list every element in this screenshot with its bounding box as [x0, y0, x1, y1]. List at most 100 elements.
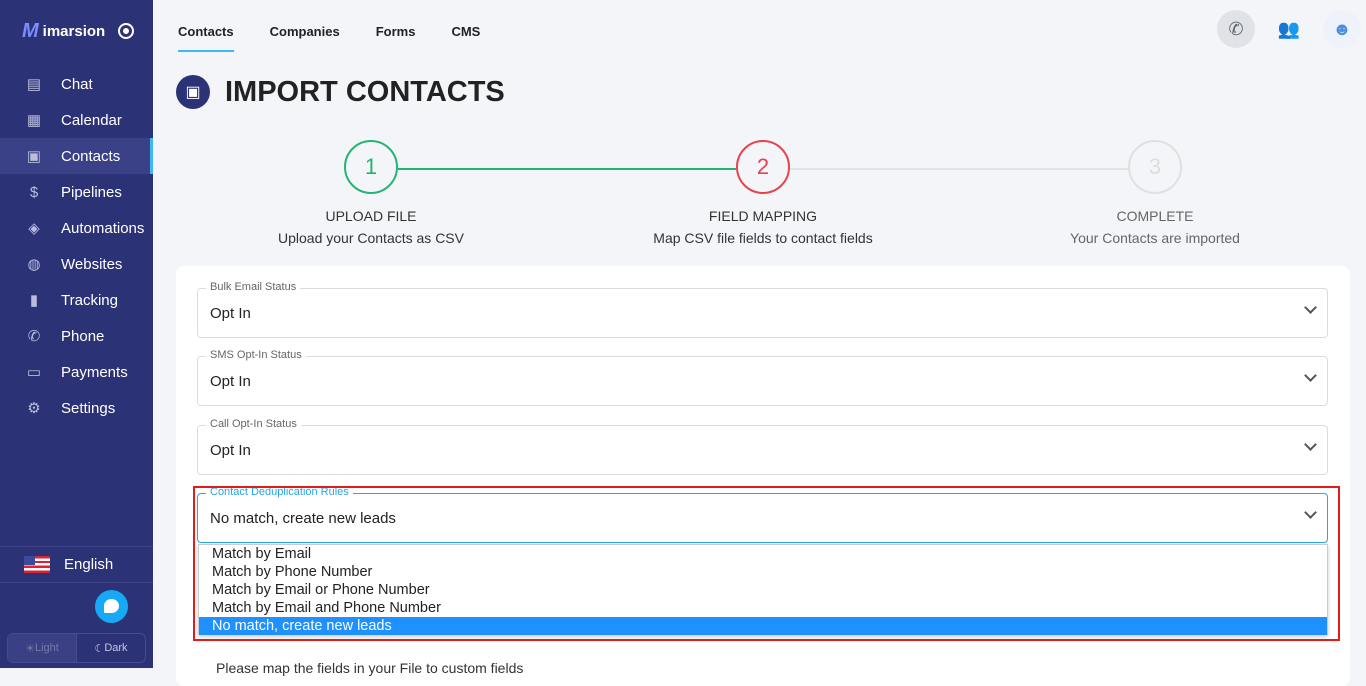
step-number: 3	[1128, 140, 1182, 194]
dark-label: Dark	[104, 642, 128, 654]
option-match-by-phone[interactable]: Match by Phone Number	[212, 564, 373, 580]
step-number: 2	[736, 140, 790, 194]
tab-cms[interactable]: CMS	[451, 24, 481, 39]
calendar-icon: ▦	[26, 112, 42, 129]
language-selector[interactable]: English	[0, 546, 153, 583]
field-label: SMS Opt-In Status	[206, 349, 306, 361]
tab-companies[interactable]: Companies	[269, 24, 340, 39]
step-connector	[398, 168, 736, 170]
sidebar-item-label: Automations	[61, 219, 145, 237]
step-description: Map CSV file fields to contact fields	[653, 230, 873, 246]
option-no-match[interactable]: No match, create new leads	[199, 617, 1327, 635]
sidebar-item-label: Chat	[61, 75, 93, 93]
users-icon: 👥	[1277, 18, 1301, 39]
team-button[interactable]: 👥	[1270, 10, 1308, 48]
bulk-email-status-select[interactable]: Bulk Email Status Opt In	[197, 281, 1328, 338]
sidebar-item-calendar[interactable]: ▦ Calendar	[0, 102, 153, 138]
sidebar-item-label: Websites	[61, 255, 123, 273]
gear-icon: ⚙	[27, 400, 41, 417]
chat-icon: ▤	[26, 76, 42, 93]
light-theme-button[interactable]: ☀ Light	[8, 634, 77, 662]
option-match-by-email-or-phone[interactable]: Match by Email or Phone Number	[212, 582, 430, 598]
step-description: Your Contacts are imported	[1070, 230, 1240, 246]
step-description: Upload your Contacts as CSV	[278, 230, 464, 246]
brand-name: imarsion	[42, 23, 106, 40]
step-number: 1	[344, 140, 398, 194]
sidebar-item-settings[interactable]: ⚙ Settings	[0, 390, 153, 426]
field-value: No match, create new leads	[210, 510, 396, 527]
field-label: Call Opt-In Status	[206, 418, 301, 430]
bar-chart-icon: ▮	[29, 292, 39, 309]
import-stepper: 1 UPLOAD FILE Upload your Contacts as CS…	[176, 140, 1350, 250]
dollar-icon: $	[29, 183, 39, 201]
page-header: ▣ IMPORT CONTACTS	[176, 75, 505, 109]
phone-icon: ✆	[27, 328, 41, 345]
sidebar-toggle-button[interactable]	[118, 23, 134, 39]
step-title: UPLOAD FILE	[325, 208, 417, 224]
step-field-mapping: 2 FIELD MAPPING Map CSV file fields to c…	[613, 140, 913, 246]
sidebar-item-pipelines[interactable]: $ Pipelines	[0, 174, 153, 210]
theme-toggle: ☀ Light ☾ Dark	[7, 633, 146, 663]
sidebar-item-label: Contacts	[61, 147, 121, 165]
chevron-down-icon	[1304, 438, 1317, 451]
step-upload-file: 1 UPLOAD FILE Upload your Contacts as CS…	[221, 140, 521, 246]
step-connector	[790, 168, 1128, 170]
sidebar-item-websites[interactable]: ◍ Websites	[0, 246, 153, 282]
tab-contacts[interactable]: Contacts	[178, 0, 234, 54]
sidebar-item-tracking[interactable]: ▮ Tracking	[0, 282, 153, 318]
contacts-icon: ▣	[26, 148, 42, 165]
us-flag-icon	[24, 556, 50, 573]
step-title: FIELD MAPPING	[708, 208, 818, 224]
step-complete: 3 COMPLETE Your Contacts are imported	[1005, 140, 1305, 246]
option-match-by-email[interactable]: Match by Email	[212, 546, 312, 562]
avatar[interactable]: ☻	[1323, 10, 1361, 48]
sidebar-item-automations[interactable]: ◈ Automations	[0, 210, 153, 246]
highlight-box	[193, 486, 1340, 641]
header-actions: ✆ 👥 ☻	[1217, 10, 1366, 48]
page-title: IMPORT CONTACTS	[225, 75, 505, 108]
chevron-down-icon	[1304, 301, 1317, 314]
dark-theme-button[interactable]: ☾ Dark	[77, 634, 145, 662]
sidebar-item-label: Calendar	[61, 111, 122, 129]
phone-button[interactable]: ✆	[1217, 10, 1255, 48]
contacts-icon: ▣	[176, 75, 210, 109]
chevron-down-icon	[1304, 369, 1317, 382]
mapping-hint: Please map the fields in your File to cu…	[216, 660, 524, 676]
field-value: Opt In	[210, 373, 251, 390]
call-opt-in-status-select[interactable]: Call Opt-In Status Opt In	[197, 418, 1328, 475]
sidebar-item-phone[interactable]: ✆ Phone	[0, 318, 153, 354]
option-match-by-email-and-phone[interactable]: Match by Email and Phone Number	[212, 600, 441, 616]
field-value: Opt In	[210, 442, 251, 459]
sidebar-item-label: Tracking	[61, 291, 118, 309]
field-label: Bulk Email Status	[206, 281, 301, 293]
credit-card-icon: ▭	[26, 364, 42, 381]
sidebar-item-label: Pipelines	[61, 183, 122, 201]
contact-deduplication-rules-select[interactable]: Contact Deduplication Rules No match, cre…	[197, 486, 1328, 543]
globe-icon: ◍	[27, 256, 41, 273]
sidebar-item-payments[interactable]: ▭ Payments	[0, 354, 153, 390]
tab-forms[interactable]: Forms	[375, 24, 416, 39]
sidebar-nav: ▤ Chat ▦ Calendar ▣ Contacts $ Pipelines ◈ Au…	[0, 66, 153, 426]
moon-icon: ☾	[94, 642, 105, 655]
top-tabs: Contacts Companies Forms CMS	[178, 0, 516, 54]
sidebar-item-label: Phone	[61, 327, 105, 345]
light-label: Light	[35, 642, 59, 654]
automation-icon: ◈	[28, 220, 40, 237]
user-avatar-icon: ☻	[1332, 18, 1352, 39]
field-value: Opt In	[210, 305, 251, 322]
sidebar-item-chat[interactable]: ▤ Chat	[0, 66, 153, 102]
sun-icon: ☀	[25, 642, 35, 655]
step-title: COMPLETE	[1116, 208, 1194, 224]
phone-icon: ✆	[1228, 18, 1244, 39]
language-label: English	[64, 556, 114, 573]
deduplication-dropdown: Match by Email Match by Phone Number Mat…	[198, 544, 1328, 635]
sms-opt-in-status-select[interactable]: SMS Opt-In Status Opt In	[197, 349, 1328, 406]
sidebar-item-contacts[interactable]: ▣ Contacts	[0, 138, 153, 174]
field-label: Contact Deduplication Rules	[206, 486, 353, 498]
sidebar-item-label: Settings	[61, 399, 116, 417]
logo-mark-icon: M	[22, 20, 39, 42]
chat-widget-button[interactable]	[95, 590, 128, 623]
sidebar-item-label: Payments	[61, 363, 128, 381]
